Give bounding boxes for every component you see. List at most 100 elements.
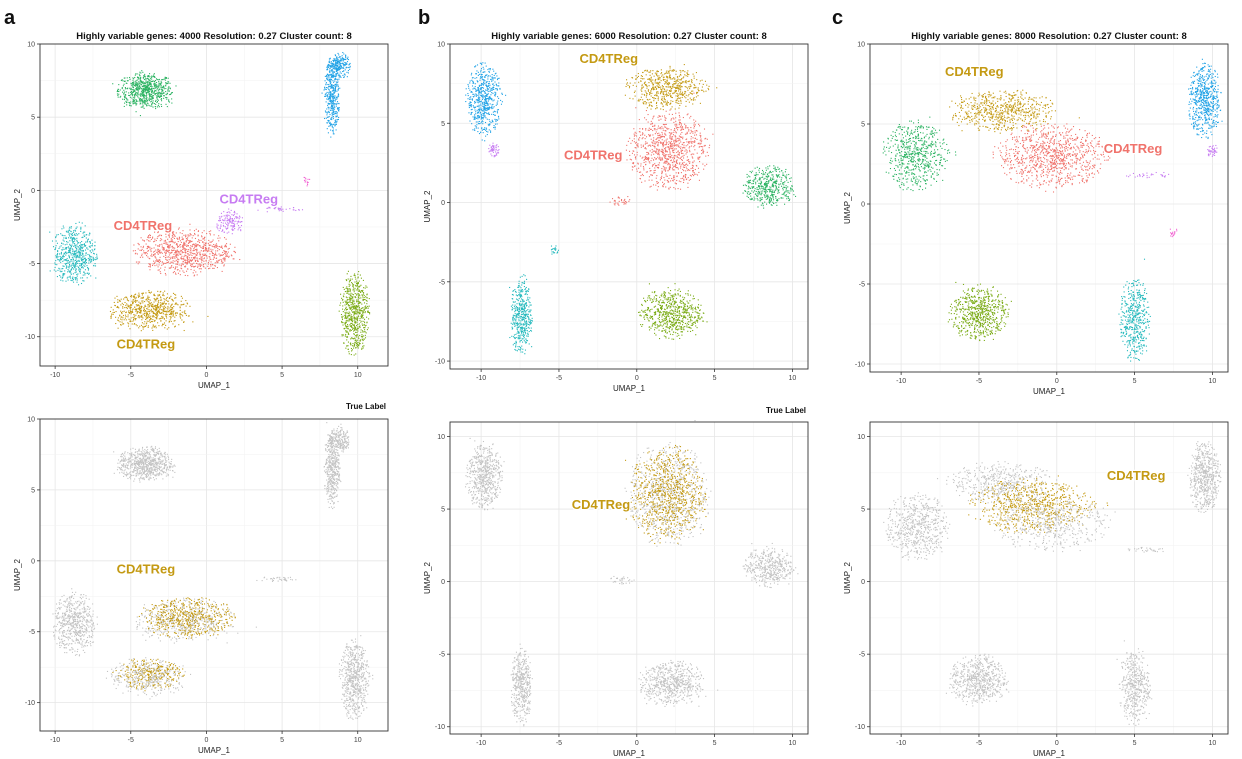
cell-point: [182, 248, 185, 250]
cell-point: [216, 244, 218, 246]
cell-point: [474, 101, 476, 103]
cell-point: [269, 207, 271, 209]
cell-point: [192, 272, 194, 274]
cell-point: [143, 82, 145, 84]
cell-point: [484, 100, 486, 102]
cell-point: [345, 347, 347, 349]
cell-point: [228, 222, 230, 224]
cell-point: [141, 106, 143, 108]
cell-point: [176, 303, 178, 305]
cell-point: [60, 256, 62, 258]
cell-point: [174, 257, 176, 259]
cell-point: [323, 89, 325, 91]
cell-point: [335, 75, 337, 77]
cell-point: [338, 116, 340, 119]
cell-point: [152, 106, 154, 108]
cell-point: [137, 83, 139, 85]
cell-point: [219, 227, 221, 229]
cell-point: [333, 99, 335, 101]
cell-point: [221, 247, 224, 249]
cell-point: [163, 242, 165, 244]
cell-point: [142, 94, 144, 96]
cell-point: [217, 247, 219, 250]
cell-point: [470, 113, 472, 115]
cell-point: [335, 98, 337, 100]
cell-point: [189, 251, 191, 253]
cell-point: [79, 254, 81, 256]
cell-point: [133, 319, 135, 321]
cell-point: [227, 222, 229, 224]
cell-point: [88, 273, 90, 275]
cell-point: [140, 246, 142, 248]
cell-point: [78, 250, 80, 252]
cell-point: [65, 237, 67, 240]
cell-point: [500, 99, 502, 101]
cell-point: [165, 324, 167, 326]
cell-point: [159, 259, 161, 261]
cell-point: [201, 232, 203, 234]
cell-point: [110, 315, 112, 317]
cell-point: [494, 155, 496, 157]
cell-point: [143, 107, 145, 109]
cell-point: [204, 254, 206, 256]
cell-point: [334, 120, 336, 122]
cell-point: [95, 257, 97, 259]
cell-point: [486, 86, 488, 88]
cell-point: [326, 112, 328, 114]
cell-point: [348, 288, 350, 290]
cell-point: [134, 94, 136, 96]
cell-point: [349, 301, 351, 303]
cell-point: [128, 318, 130, 320]
cell-point: [152, 263, 154, 265]
cell-point: [332, 133, 334, 135]
cell-point: [139, 325, 141, 327]
cell-point: [148, 291, 151, 294]
cell-point: [355, 312, 357, 314]
cell-point: [71, 267, 73, 269]
cell-point: [169, 297, 171, 299]
cell-point: [93, 253, 95, 255]
cell-point: [334, 80, 336, 82]
cell-point: [331, 69, 333, 71]
cell-point: [160, 304, 162, 306]
cell-point: [179, 316, 181, 318]
cell-point: [186, 302, 188, 304]
cell-point: [143, 250, 145, 252]
cell-point: [327, 111, 329, 113]
cell-point: [339, 63, 341, 66]
cell-point: [187, 268, 189, 270]
cell-point: [494, 114, 496, 116]
cell-point: [484, 95, 486, 97]
cell-point: [158, 306, 160, 308]
cell-point: [357, 339, 359, 341]
cell-point: [332, 104, 334, 106]
cell-point: [177, 261, 179, 264]
y-tick-label: 10: [27, 42, 35, 49]
cell-point: [147, 314, 149, 316]
cell-point: [233, 225, 236, 228]
cell-point: [468, 105, 470, 107]
cell-point: [482, 97, 484, 99]
cell-point: [78, 242, 80, 244]
cell-point: [346, 57, 348, 60]
cell-point: [197, 230, 199, 233]
cell-point: [349, 318, 351, 321]
cell-point: [341, 317, 343, 319]
cell-point: [354, 276, 356, 278]
cell-point: [363, 287, 365, 289]
cell-point: [74, 255, 76, 257]
cell-point: [158, 250, 160, 252]
cell-point: [81, 246, 83, 249]
cell-point: [171, 240, 173, 243]
cell-point: [150, 98, 152, 100]
cell-point: [362, 339, 364, 341]
cell-point: [487, 109, 489, 111]
cell-point: [468, 112, 470, 114]
cell-point: [360, 335, 363, 337]
cell-point: [127, 304, 129, 306]
cell-point: [129, 309, 132, 311]
cell-point: [357, 303, 359, 305]
cell-point: [184, 248, 186, 250]
cell-point: [123, 310, 125, 312]
cell-point: [90, 260, 92, 262]
